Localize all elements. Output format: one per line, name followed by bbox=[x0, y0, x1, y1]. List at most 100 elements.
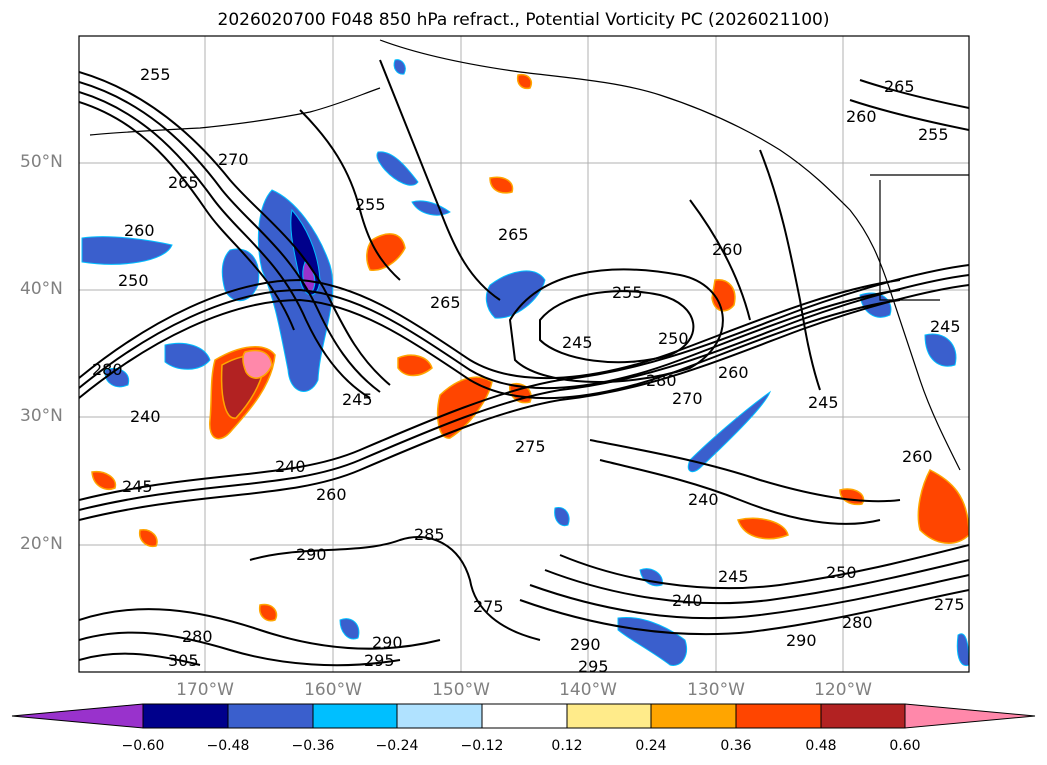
contour bbox=[249, 535, 541, 641]
colorbar-segment bbox=[142, 703, 229, 729]
colorbar-tick: 0.48 bbox=[805, 738, 837, 754]
contour-label: 245 bbox=[808, 393, 839, 412]
colorbar-tick: 0.36 bbox=[720, 738, 752, 754]
contour-label: 265 bbox=[430, 293, 461, 312]
contour bbox=[559, 544, 969, 590]
contour bbox=[79, 101, 295, 331]
contour-label: 255 bbox=[355, 195, 386, 214]
contour-label: 260 bbox=[124, 221, 155, 240]
contour-label: 245 bbox=[122, 477, 153, 496]
contour-label: 290 bbox=[296, 545, 327, 564]
colorbar-tick: −0.60 bbox=[121, 738, 165, 754]
contour-lines bbox=[79, 59, 969, 667]
contour bbox=[519, 589, 969, 636]
contour bbox=[79, 608, 441, 650]
contour-label: 280 bbox=[842, 613, 873, 632]
coastline bbox=[879, 180, 940, 301]
contour bbox=[79, 284, 969, 521]
colorbar-tick: 0.24 bbox=[635, 738, 667, 754]
contour-label: 305 bbox=[168, 651, 199, 670]
pv-anomaly bbox=[91, 470, 117, 490]
colorbar-segment bbox=[650, 703, 737, 729]
contour-label: 255 bbox=[612, 283, 643, 302]
contour bbox=[529, 574, 969, 620]
pv-anomaly bbox=[138, 529, 158, 548]
pv-anomaly bbox=[489, 176, 514, 194]
contour-label: 250 bbox=[658, 329, 689, 348]
contour-label: 265 bbox=[498, 225, 529, 244]
contour-label: 290 bbox=[570, 635, 601, 654]
pv-anomaly bbox=[956, 633, 969, 667]
contour bbox=[544, 559, 969, 605]
pv-anomaly bbox=[258, 603, 278, 622]
colorbar-extend-low bbox=[11, 703, 144, 729]
contour bbox=[79, 631, 401, 667]
colorbar-segment bbox=[820, 703, 906, 729]
contour bbox=[539, 290, 695, 364]
pv-anomaly bbox=[164, 342, 211, 370]
contour bbox=[79, 298, 901, 400]
map-area: 255 265 260 250 280 240 245 240 260 245 … bbox=[79, 36, 969, 676]
contour-label: 280 bbox=[182, 627, 213, 646]
pv-anomaly bbox=[376, 151, 419, 186]
contour-label: 245 bbox=[342, 390, 373, 409]
colorbar-extend-high bbox=[904, 703, 1036, 729]
pv-anomaly bbox=[339, 618, 360, 640]
colorbar-tick: −0.48 bbox=[206, 738, 250, 754]
pv-anomaly bbox=[81, 236, 173, 265]
map-frame bbox=[78, 35, 970, 673]
contour-label: 245 bbox=[718, 567, 749, 586]
contour bbox=[589, 439, 901, 503]
contour-label: 240 bbox=[130, 407, 161, 426]
contour-label: 255 bbox=[140, 65, 171, 84]
contour bbox=[759, 149, 821, 391]
contour-label: 260 bbox=[712, 240, 743, 259]
pv-anomaly bbox=[737, 517, 789, 540]
contour-label: 280 bbox=[92, 360, 123, 379]
colorbar bbox=[11, 703, 1036, 729]
contour bbox=[79, 81, 381, 393]
contour-label: 260 bbox=[316, 485, 347, 504]
pv-anomaly bbox=[924, 333, 957, 367]
lat-label-30n: 30°N bbox=[20, 406, 63, 426]
pv-anomaly bbox=[917, 469, 969, 544]
colorbar-tick: −0.36 bbox=[291, 738, 335, 754]
contour bbox=[859, 79, 969, 109]
lat-label-50n: 50°N bbox=[20, 152, 63, 172]
lon-label-150w: 150°W bbox=[432, 680, 490, 700]
coastline bbox=[89, 87, 381, 136]
lon-label-170w: 170°W bbox=[176, 680, 234, 700]
colorbar-segment bbox=[566, 703, 652, 729]
contour-label: 275 bbox=[473, 597, 504, 616]
coastline bbox=[379, 39, 961, 471]
contour bbox=[79, 91, 371, 399]
contour-label: 295 bbox=[364, 651, 395, 670]
contour-label: 240 bbox=[688, 490, 719, 509]
colorbar-segment bbox=[396, 703, 483, 729]
contour-label: 275 bbox=[934, 595, 965, 614]
contour-label: 285 bbox=[414, 525, 445, 544]
contour-label: 265 bbox=[884, 77, 915, 96]
lat-label-40n: 40°N bbox=[20, 279, 63, 299]
coastlines bbox=[89, 39, 969, 471]
contour-label: 275 bbox=[515, 437, 546, 456]
pv-anomaly bbox=[516, 73, 532, 90]
colorbar-segment bbox=[481, 703, 568, 729]
colorbar-tick: −0.24 bbox=[375, 738, 419, 754]
pv-anomaly bbox=[554, 506, 570, 527]
contour-label: 295 bbox=[578, 657, 609, 676]
map-title: 2026020700 F048 850 hPa refract., Potent… bbox=[217, 10, 830, 30]
pv-anomaly bbox=[397, 354, 433, 377]
lon-label-140w: 140°W bbox=[559, 680, 617, 700]
pv-anomaly bbox=[485, 270, 546, 319]
contour bbox=[79, 652, 201, 666]
lon-label-160w: 160°W bbox=[304, 680, 362, 700]
lat-label-20n: 20°N bbox=[20, 534, 63, 554]
contour-label: 270 bbox=[672, 389, 703, 408]
contour-label: 260 bbox=[902, 447, 933, 466]
contour-label: 250 bbox=[118, 271, 149, 290]
colorbar-segment bbox=[735, 703, 822, 729]
contour bbox=[849, 99, 969, 131]
contour bbox=[79, 274, 969, 511]
